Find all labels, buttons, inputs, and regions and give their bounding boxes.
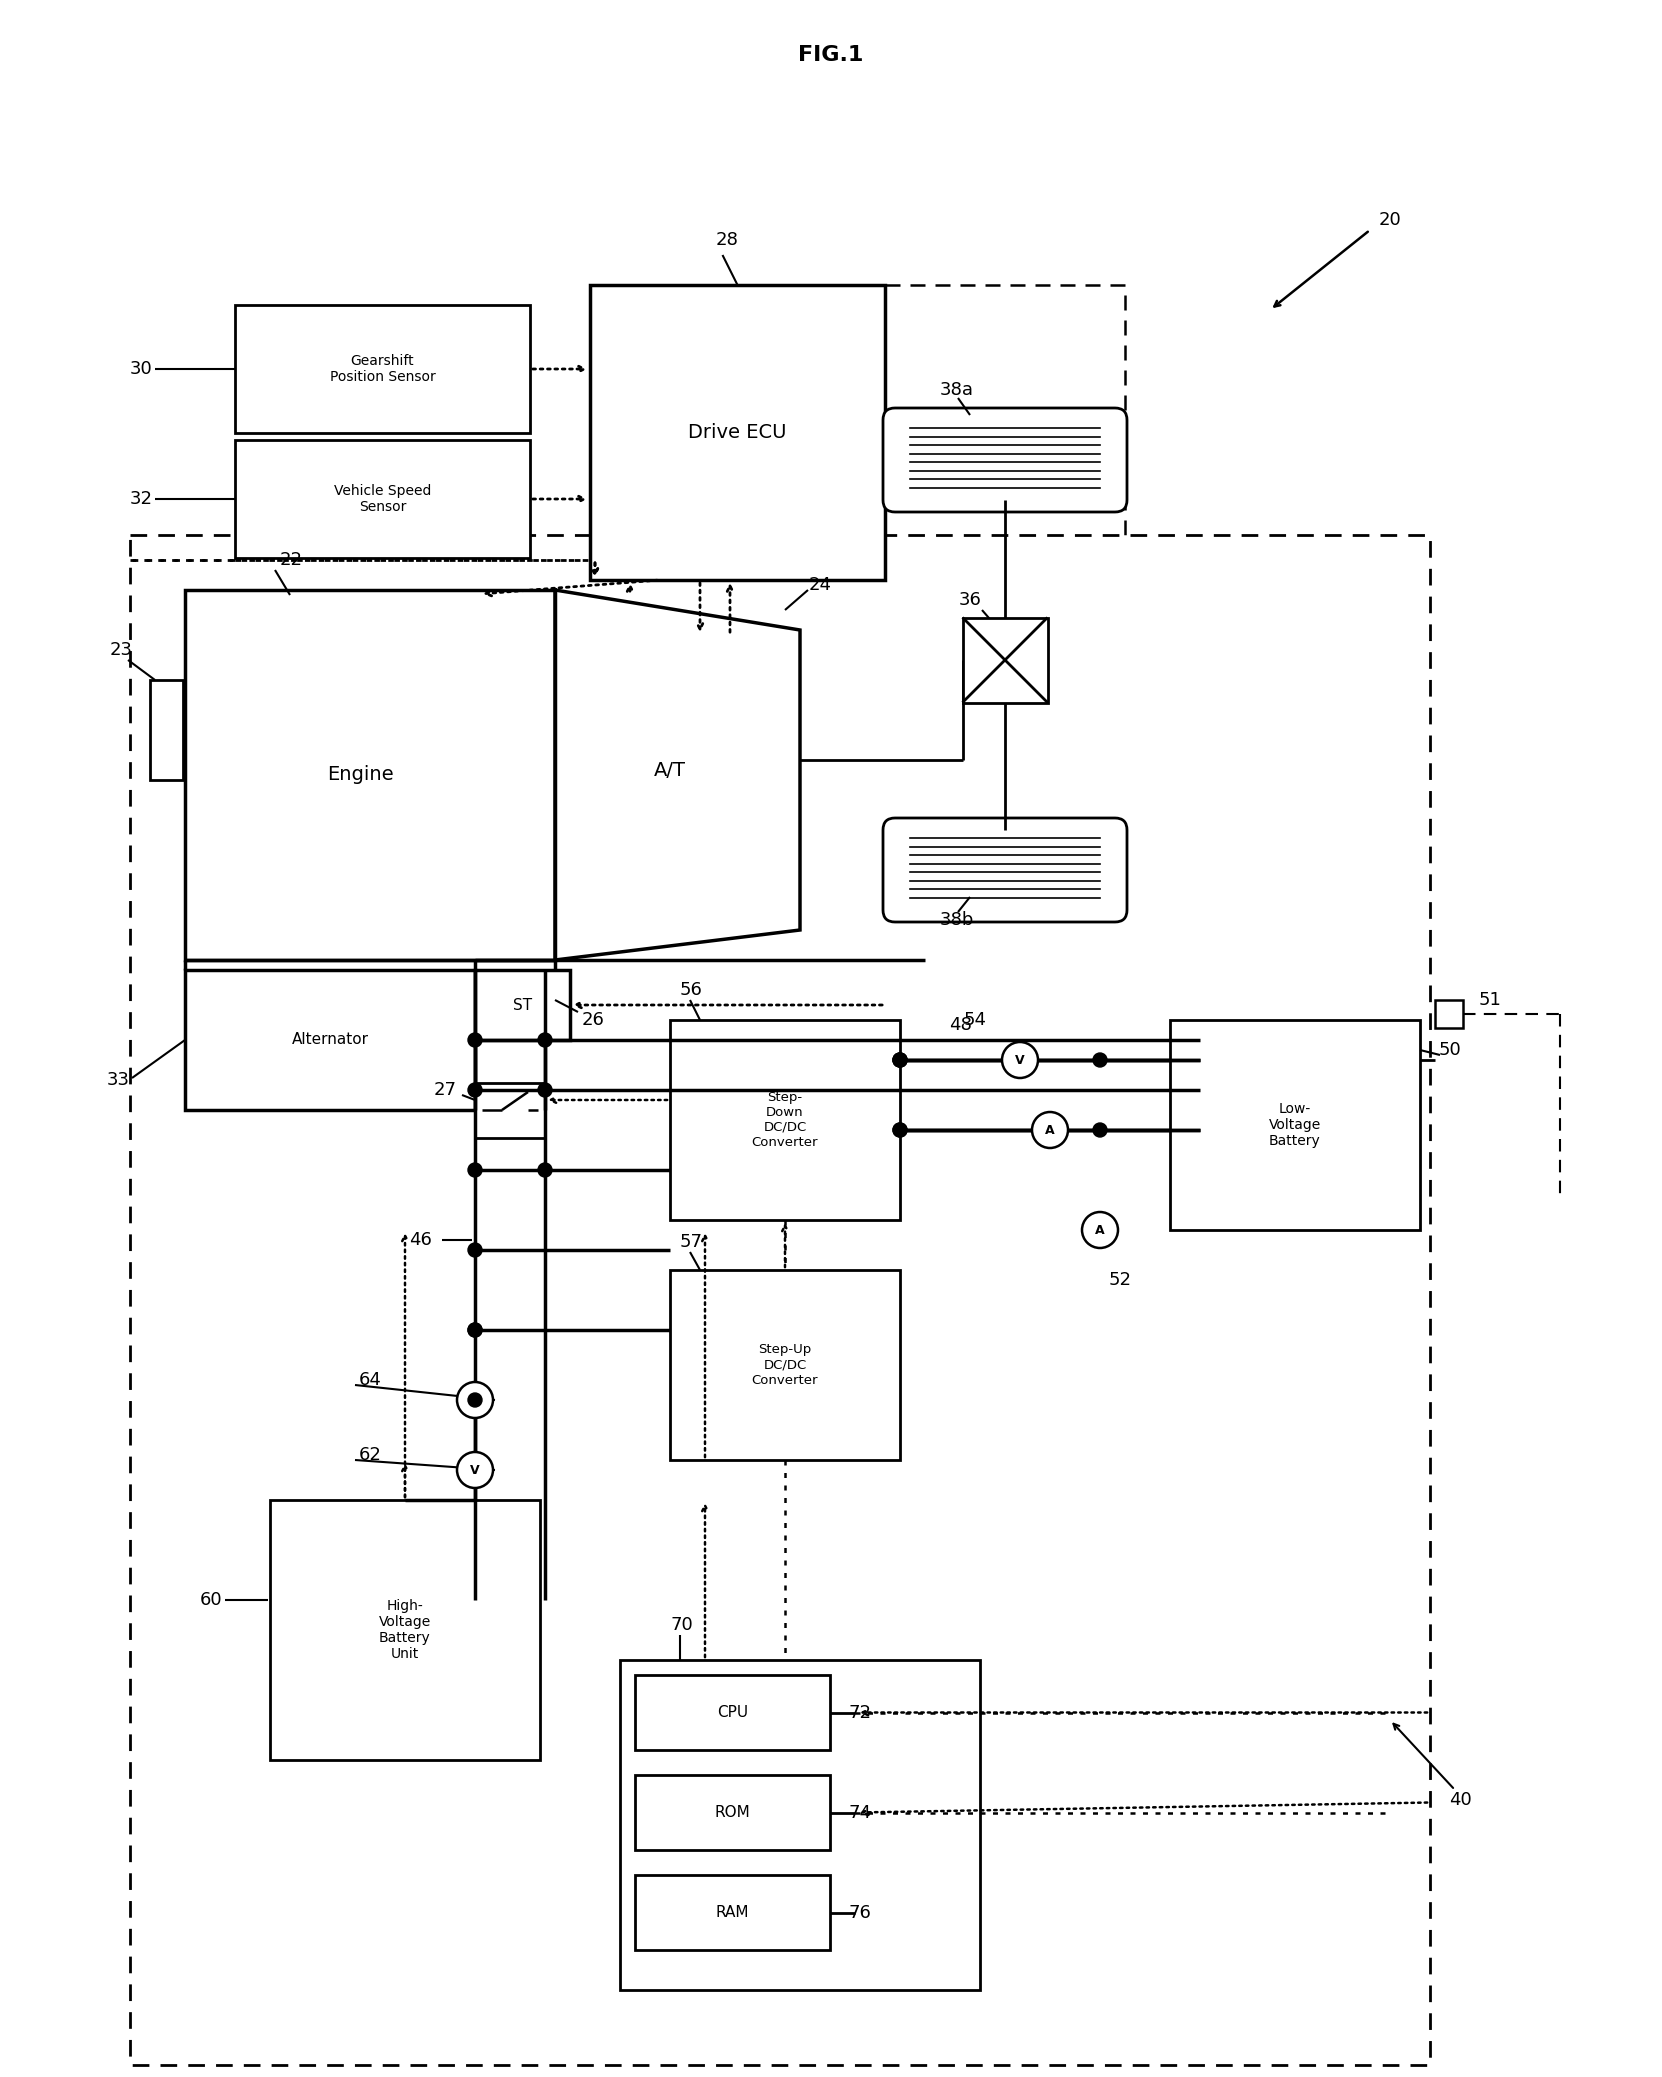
Text: 22: 22	[279, 550, 302, 569]
Text: 38a: 38a	[941, 380, 974, 399]
Circle shape	[892, 1124, 907, 1136]
Text: CPU: CPU	[716, 1705, 748, 1720]
Text: A: A	[1045, 1124, 1055, 1136]
Bar	[670, 1020, 901, 1219]
Text: 23: 23	[110, 642, 133, 658]
Text: Gearshift
Position Sensor: Gearshift Position Sensor	[329, 353, 435, 384]
Text: ST: ST	[514, 997, 532, 1011]
Text: Step-
Down
DC/DC
Converter: Step- Down DC/DC Converter	[751, 1090, 818, 1149]
Text: Step-Up
DC/DC
Converter: Step-Up DC/DC Converter	[751, 1344, 818, 1387]
Circle shape	[1094, 1124, 1107, 1136]
Text: 70: 70	[670, 1616, 693, 1635]
Bar	[670, 1269, 901, 1460]
Text: 51: 51	[1479, 991, 1501, 1009]
Bar	[884, 285, 1125, 849]
Text: 54: 54	[964, 1011, 987, 1028]
Circle shape	[892, 1053, 907, 1068]
Circle shape	[469, 1323, 482, 1338]
Text: 28: 28	[716, 231, 740, 249]
Bar	[1170, 1020, 1419, 1230]
FancyBboxPatch shape	[883, 407, 1127, 513]
Text: 64: 64	[359, 1371, 382, 1390]
Circle shape	[1094, 1053, 1107, 1068]
Circle shape	[469, 1242, 482, 1257]
Text: A/T: A/T	[655, 760, 686, 779]
Text: 56: 56	[680, 980, 703, 999]
Text: 62: 62	[359, 1446, 382, 1464]
Text: A: A	[1095, 1223, 1105, 1236]
Text: 32: 32	[130, 490, 153, 509]
Bar	[150, 679, 183, 781]
Circle shape	[1032, 1111, 1069, 1149]
Text: Low-
Voltage
Battery: Low- Voltage Battery	[1268, 1101, 1321, 1149]
Bar	[620, 1660, 981, 1990]
Bar	[605, 1230, 1384, 2029]
Bar	[635, 1876, 829, 1950]
Circle shape	[469, 1032, 482, 1047]
Polygon shape	[555, 590, 799, 960]
Text: 46: 46	[409, 1232, 432, 1248]
Text: 72: 72	[849, 1703, 871, 1722]
Bar	[635, 1674, 829, 1751]
Text: Engine: Engine	[327, 766, 394, 785]
Bar	[184, 590, 555, 960]
FancyBboxPatch shape	[883, 818, 1127, 922]
Text: Alternator: Alternator	[291, 1032, 369, 1047]
Text: 26: 26	[582, 1011, 605, 1028]
Bar	[130, 536, 1429, 2065]
Circle shape	[538, 1082, 552, 1097]
Circle shape	[1082, 1213, 1119, 1248]
Text: 76: 76	[849, 1903, 871, 1921]
Circle shape	[1002, 1043, 1039, 1078]
Circle shape	[469, 1323, 482, 1338]
Text: RAM: RAM	[716, 1905, 750, 1919]
Text: 48: 48	[949, 1016, 971, 1034]
Text: 33: 33	[106, 1072, 130, 1088]
Circle shape	[469, 1082, 482, 1097]
Bar	[184, 970, 475, 1109]
Text: Drive ECU: Drive ECU	[688, 424, 786, 442]
Bar	[962, 617, 1047, 702]
Text: 36: 36	[959, 592, 982, 609]
Text: FIG.1: FIG.1	[798, 46, 864, 64]
Text: 50: 50	[1439, 1041, 1461, 1059]
Bar	[234, 440, 530, 559]
Circle shape	[538, 1163, 552, 1178]
Bar	[234, 305, 530, 432]
Text: V: V	[470, 1464, 480, 1477]
Text: 60: 60	[199, 1591, 223, 1610]
Text: 20: 20	[1378, 212, 1401, 228]
Bar	[475, 1082, 545, 1138]
Bar	[475, 970, 570, 1041]
Text: 38b: 38b	[941, 912, 974, 928]
Bar	[269, 1500, 540, 1759]
Text: 57: 57	[680, 1234, 703, 1250]
Circle shape	[892, 1053, 907, 1068]
Bar	[1434, 999, 1463, 1028]
Text: 74: 74	[849, 1803, 871, 1822]
Text: 24: 24	[808, 575, 831, 594]
Bar	[635, 1776, 829, 1851]
Text: A: A	[470, 1394, 480, 1406]
Circle shape	[892, 1053, 907, 1068]
Circle shape	[469, 1163, 482, 1178]
Text: V: V	[1015, 1053, 1025, 1066]
Text: Vehicle Speed
Sensor: Vehicle Speed Sensor	[334, 484, 430, 515]
Text: ROM: ROM	[715, 1805, 750, 1819]
Circle shape	[892, 1124, 907, 1136]
Text: 40: 40	[1449, 1790, 1471, 1809]
Circle shape	[469, 1394, 482, 1406]
Text: 52: 52	[1109, 1271, 1132, 1290]
Text: 30: 30	[130, 359, 153, 378]
Text: High-
Voltage
Battery
Unit: High- Voltage Battery Unit	[379, 1599, 430, 1662]
Text: 27: 27	[434, 1080, 457, 1099]
Circle shape	[538, 1032, 552, 1047]
Circle shape	[457, 1452, 494, 1487]
Circle shape	[457, 1381, 494, 1419]
Bar	[590, 285, 884, 579]
